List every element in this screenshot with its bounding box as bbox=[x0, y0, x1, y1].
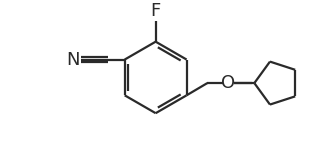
Text: N: N bbox=[66, 51, 80, 69]
Text: O: O bbox=[221, 74, 235, 92]
Text: F: F bbox=[150, 2, 161, 20]
